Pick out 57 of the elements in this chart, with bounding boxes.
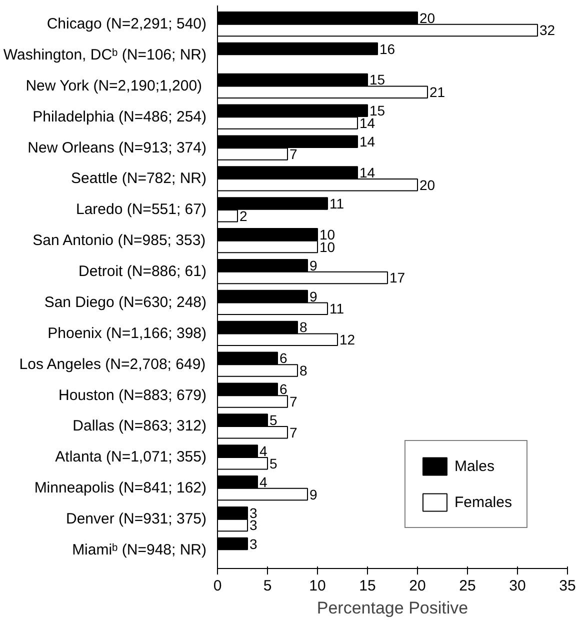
y-tick-label: Minneapolis (N=841; 162) xyxy=(34,480,207,497)
data-label: 20 xyxy=(420,176,436,193)
x-tick-label: 20 xyxy=(409,578,426,594)
data-label: 11 xyxy=(330,300,344,317)
y-tick-label: San Antonio (N=985; 353) xyxy=(32,232,206,250)
data-label: 6 xyxy=(280,350,288,366)
y-tick-label: Houston (N=883; 679) xyxy=(58,386,207,404)
x-tick-label: 35 xyxy=(559,578,576,594)
data-label: 14 xyxy=(360,164,376,181)
y-tick-label: Seattle (N=782; NR) xyxy=(71,170,207,188)
y-tick-label: Los Angeles (N=2,708; 649) xyxy=(19,356,206,373)
x-tick-label: 10 xyxy=(309,578,326,594)
y-tick-label: Denver (N=931; 375) xyxy=(66,510,207,528)
data-label: 9 xyxy=(310,486,318,502)
data-label: 5 xyxy=(270,455,278,472)
y-tick-label: Philadelphia (N=486; 254) xyxy=(32,108,207,126)
x-tick-label: 15 xyxy=(359,578,376,594)
data-label: 8 xyxy=(300,319,308,336)
data-label: 12 xyxy=(340,332,356,348)
data-label: 7 xyxy=(290,424,298,440)
y-tick-label: Atlanta (N=1,071; 355) xyxy=(55,448,207,466)
data-label: 15 xyxy=(370,72,386,88)
data-label: 4 xyxy=(260,442,268,459)
data-label: 17 xyxy=(390,270,406,286)
data-label: 3 xyxy=(250,536,258,552)
data-label: 8 xyxy=(300,362,308,379)
y-tick-label: Chicago (N=2,291; 540) xyxy=(46,16,207,33)
y-tick-label: Miamiᵇ (N=948; NR) xyxy=(72,541,207,558)
y-tick-label: Laredo (N=551; 67) xyxy=(76,201,207,218)
data-label: 7 xyxy=(290,146,298,162)
y-tick-label: Washington, DCᵇ (N=106; NR) xyxy=(3,46,207,64)
data-label: 20 xyxy=(420,10,436,26)
legend-label: Males xyxy=(454,458,494,474)
data-label: 9 xyxy=(310,288,318,304)
data-label: 16 xyxy=(380,40,396,57)
x-tick-label: 0 xyxy=(213,578,222,594)
data-label: 5 xyxy=(270,412,278,428)
data-label: 6 xyxy=(280,381,288,398)
data-label: 11 xyxy=(330,195,344,212)
data-label: 4 xyxy=(260,474,268,490)
y-tick-label: San Diego (N=630; 248) xyxy=(44,294,207,311)
x-axis-title: Percentage Positive xyxy=(316,598,468,618)
data-label: 7 xyxy=(290,393,298,410)
data-label: 21 xyxy=(430,84,446,100)
x-tick-label: 30 xyxy=(509,578,526,594)
legend-label: Females xyxy=(454,494,512,510)
data-label: 9 xyxy=(310,257,318,274)
data-label: 14 xyxy=(360,134,376,150)
y-tick-label: Phoenix (N=1,166; 398) xyxy=(48,324,207,342)
data-label: 32 xyxy=(540,22,556,38)
x-tick-label: 5 xyxy=(263,578,272,594)
y-tick-label: Dallas (N=863; 312) xyxy=(72,418,207,435)
y-tick-label: New Orleans (N=913; 374) xyxy=(28,139,207,156)
data-label: 2 xyxy=(240,208,248,224)
y-tick-label: Detroit (N=886; 61) xyxy=(78,263,207,280)
x-tick-label: 25 xyxy=(459,578,476,594)
y-tick-label: New York (N=2,190;1,200) xyxy=(26,77,202,94)
